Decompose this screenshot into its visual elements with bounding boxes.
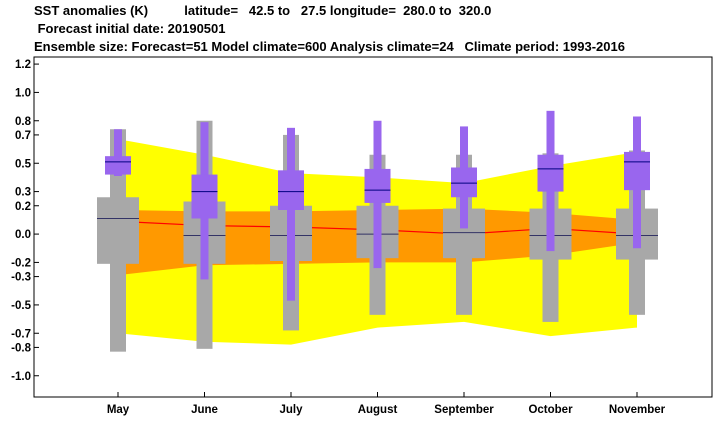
forecast-box-5 — [537, 154, 564, 192]
plot-border — [33, 56, 713, 398]
x-tick-label-4: September — [434, 404, 494, 416]
x-tick-label-5: October — [528, 404, 573, 416]
header-line-3: Ensemble size: Forecast=51 Model climate… — [34, 39, 625, 54]
x-tick-label-0: May — [107, 404, 130, 416]
forecast-whisker-2 — [287, 127, 295, 301]
forecast-box-2 — [278, 170, 304, 210]
y-tick-label-9: -0.3 — [11, 272, 31, 284]
x-tick-label-1: June — [191, 404, 218, 416]
y-tick-label-1: 1.0 — [15, 87, 31, 99]
forecast-box-6 — [624, 151, 650, 191]
climate-box-0 — [97, 197, 139, 264]
y-tick-label-5: 0.3 — [15, 187, 31, 199]
forecast-box-3 — [364, 168, 391, 203]
y-tick-label-4: 0.5 — [15, 158, 32, 170]
y-tick-label-12: -0.8 — [11, 342, 31, 354]
y-tick-label-6: 0.2 — [15, 201, 31, 213]
y-tick-label-11: -0.7 — [11, 328, 31, 340]
y-tick-label-3: 0.7 — [15, 130, 31, 142]
y-tick-label-7: 0.0 — [15, 229, 31, 241]
forecast-box-4 — [451, 167, 477, 198]
y-tick-label-0: 1.2 — [15, 59, 31, 71]
forecast-box-0 — [105, 156, 131, 175]
forecast-whisker-0 — [114, 129, 122, 176]
header-line-2: Forecast initial date: 20190501 — [34, 21, 226, 36]
header-line-1: SST anomalies (K) latitude= 42.5 to 27.5… — [34, 3, 492, 18]
y-tick-label-8: -0.2 — [11, 257, 31, 269]
forecast-box-1 — [191, 174, 218, 219]
y-tick-label-13: -1.0 — [11, 371, 31, 383]
y-tick-label-2: 0.8 — [15, 116, 32, 128]
x-tick-label-6: November — [609, 404, 666, 416]
x-tick-label-2: July — [279, 404, 303, 416]
x-tick-label-3: August — [358, 404, 398, 416]
y-tick-label-10: -0.5 — [11, 300, 31, 312]
